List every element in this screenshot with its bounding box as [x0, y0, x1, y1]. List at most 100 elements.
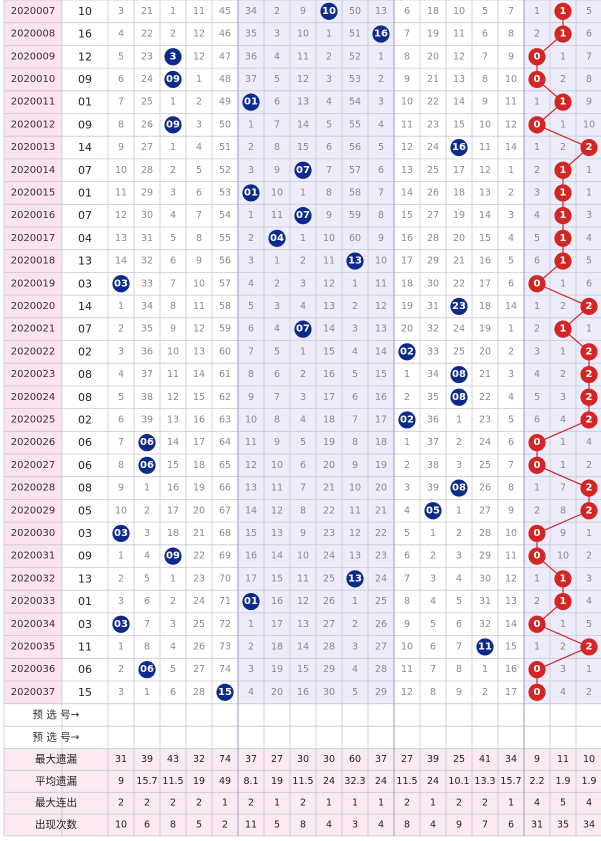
stat-value: 9	[456, 820, 462, 831]
draw-value: 14	[78, 141, 92, 154]
omission-value: 1	[560, 619, 566, 630]
hit-ball	[164, 547, 182, 565]
draw-value: 06	[78, 459, 92, 472]
omission-value: 9	[248, 392, 254, 403]
omission-value: 3	[560, 664, 566, 675]
hit-ball	[164, 48, 182, 66]
omission-value: 35	[427, 392, 439, 403]
omission-value: 4	[170, 210, 176, 221]
stat-label: 最大连出	[35, 796, 77, 809]
omission-value: 8	[144, 641, 150, 652]
omission-value: 1	[534, 573, 540, 584]
omission-value: 13	[401, 165, 413, 176]
omission-value: 1	[118, 551, 124, 562]
omission-value: 11	[271, 210, 283, 221]
stat-label: 最大遗漏	[35, 753, 77, 766]
omission-value: 1	[560, 51, 566, 62]
draw-value: 02	[78, 413, 92, 426]
period-label: 2020037	[11, 687, 56, 698]
omission-value: 13	[115, 233, 127, 244]
period-label: 2020024	[11, 392, 56, 403]
side-ball	[528, 70, 546, 89]
stat-value: 10	[583, 754, 595, 765]
hit-number: 06	[140, 460, 154, 471]
omission-value: 2	[248, 142, 254, 153]
stat-value: 1	[378, 798, 384, 809]
stat-value: 11	[557, 754, 569, 765]
hit-number: 09	[166, 551, 180, 562]
omission-value: 7	[118, 437, 124, 448]
omission-value: 1	[274, 256, 280, 267]
omission-value: 15	[271, 573, 283, 584]
omission-value: 72	[219, 619, 231, 630]
stat-value: 27	[271, 754, 283, 765]
column-bg	[264, 0, 290, 704]
omission-value: 29	[427, 256, 439, 267]
omission-value: 1	[508, 165, 514, 176]
omission-value: 22	[141, 29, 153, 40]
omission-value: 18	[167, 528, 179, 539]
omission-value: 7	[248, 346, 254, 357]
omission-value: 2	[456, 528, 462, 539]
draw-value: 07	[78, 209, 92, 222]
omission-value: 4	[508, 233, 514, 244]
stat-value: 32	[193, 754, 205, 765]
omission-value: 20	[479, 346, 491, 357]
omission-value: 24	[323, 551, 335, 562]
omission-value: 12	[193, 324, 205, 335]
omission-value: 65	[219, 460, 231, 471]
omission-value: 10	[323, 233, 335, 244]
omission-value: 2	[326, 51, 332, 62]
side-ball	[528, 683, 546, 701]
omission-value: 5	[534, 233, 540, 244]
stat-value: 2	[170, 798, 176, 809]
omission-value: 48	[219, 74, 231, 85]
omission-value: 5	[352, 687, 358, 698]
omission-value: 31	[479, 596, 491, 607]
omission-value: 13	[453, 74, 465, 85]
omission-value: 71	[219, 596, 231, 607]
period-label: 2020025	[11, 414, 56, 425]
stat-value: 2	[248, 798, 254, 809]
omission-value: 5	[456, 596, 462, 607]
omission-value: 38	[141, 392, 153, 403]
stat-value: 49	[219, 776, 231, 787]
hit-ball	[450, 479, 468, 497]
period-label: 2020030	[11, 528, 56, 539]
omission-value: 37	[427, 437, 439, 448]
omission-value: 17	[479, 278, 491, 289]
omission-value: 66	[219, 483, 231, 494]
stat-value: 27	[401, 754, 413, 765]
omission-value: 13	[271, 528, 283, 539]
omission-value: 5	[326, 119, 332, 130]
hit-ball	[294, 320, 312, 338]
omission-value: 22	[323, 505, 335, 516]
omission-value: 7	[560, 483, 566, 494]
hit-number: 13	[348, 256, 362, 267]
omission-value: 27	[193, 664, 205, 675]
hit-number: 3	[170, 51, 177, 62]
omission-value: 5	[274, 74, 280, 85]
omission-value: 2	[560, 142, 566, 153]
omission-value: 8	[352, 437, 358, 448]
omission-value: 1	[586, 165, 592, 176]
omission-value: 8	[378, 210, 384, 221]
omission-value: 26	[323, 596, 335, 607]
omission-value: 2	[508, 346, 514, 357]
omission-value: 59	[219, 324, 231, 335]
side-number: 0	[534, 437, 541, 448]
omission-value: 4	[326, 97, 332, 108]
omission-value: 3	[534, 346, 540, 357]
side-ball	[554, 229, 572, 247]
draw-value: 03	[78, 277, 92, 290]
omission-value: 2	[144, 505, 150, 516]
omission-value: 53	[349, 74, 361, 85]
omission-value: 9	[196, 256, 202, 267]
omission-value: 8	[404, 596, 410, 607]
omission-value: 5	[482, 6, 488, 17]
hit-ball	[268, 229, 286, 247]
omission-value: 14	[375, 346, 387, 357]
omission-value: 36	[141, 346, 153, 357]
omission-value: 11	[453, 29, 465, 40]
omission-value: 10	[115, 505, 127, 516]
